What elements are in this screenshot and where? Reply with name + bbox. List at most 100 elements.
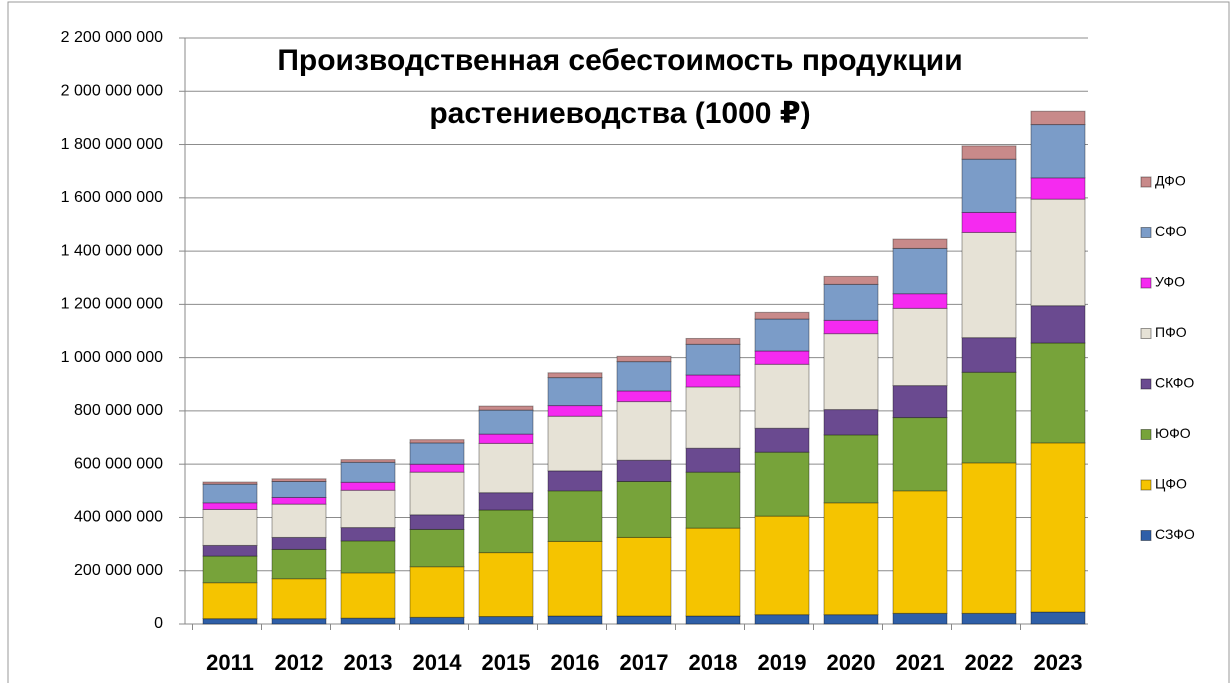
bar-segment xyxy=(409,439,465,444)
bar-segment xyxy=(754,451,810,517)
bar-segment xyxy=(547,615,603,625)
bar-segment xyxy=(754,311,810,320)
bar-segment xyxy=(616,390,672,403)
bar-segment xyxy=(340,481,396,491)
legend-label: СФО xyxy=(1155,223,1187,239)
bar-segment xyxy=(961,231,1017,339)
bar-segment xyxy=(892,612,948,625)
bar-segment xyxy=(547,415,603,472)
bar-segment xyxy=(409,514,465,530)
bar-segment xyxy=(961,462,1017,614)
bar-segment xyxy=(271,618,327,625)
bar-segment xyxy=(271,496,327,505)
bar-segment xyxy=(340,461,396,483)
bar-segment xyxy=(1030,124,1086,179)
legend-label: ЮФО xyxy=(1155,425,1191,441)
bar-segment xyxy=(202,502,258,510)
bar-segment xyxy=(1030,110,1086,126)
legend-label: ДФО xyxy=(1155,173,1186,189)
y-tick-label: 1 600 000 000 xyxy=(61,189,163,206)
bar-segment xyxy=(685,615,741,625)
bar-segment xyxy=(478,442,534,494)
bar-segment xyxy=(892,417,948,492)
bar-segment xyxy=(478,433,534,444)
legend-swatch xyxy=(1140,479,1152,491)
bar-segment xyxy=(202,483,258,504)
bar-segment xyxy=(478,552,534,618)
y-tick-label: 1 400 000 000 xyxy=(61,242,163,259)
bar-segment xyxy=(271,503,327,538)
legend-swatch xyxy=(1140,227,1152,238)
x-tick-label: 2019 xyxy=(758,650,807,675)
bar-segment xyxy=(685,527,741,617)
bar-segment xyxy=(1030,177,1086,200)
bar-segment xyxy=(340,617,396,625)
bar-segment xyxy=(271,478,327,482)
legend-swatch xyxy=(1140,328,1152,339)
bar-segment xyxy=(892,490,948,614)
x-tick-label: 2017 xyxy=(620,650,669,675)
legend-label: СКФО xyxy=(1155,375,1194,391)
bar-segment xyxy=(547,490,603,542)
bar-segment xyxy=(685,471,741,529)
bar-segment xyxy=(892,385,948,419)
legend-swatch xyxy=(1140,176,1152,188)
bar-segment xyxy=(892,238,948,249)
bar-segment xyxy=(823,409,879,436)
bar-segment xyxy=(892,293,948,309)
bar-segment xyxy=(685,374,741,388)
y-tick-label: 1 000 000 000 xyxy=(61,349,163,366)
bar-segment xyxy=(409,442,465,465)
legend-label: УФО xyxy=(1155,274,1185,290)
bar-segment xyxy=(823,333,879,411)
bar-segment xyxy=(547,405,603,417)
x-tick-label: 2015 xyxy=(482,650,531,675)
y-tick-label: 2 000 000 000 xyxy=(61,82,163,99)
legend-label: ПФО xyxy=(1155,324,1187,340)
bar-segment xyxy=(823,283,879,321)
bar-segment xyxy=(961,337,1017,373)
frame xyxy=(7,1,1230,683)
bar-segment xyxy=(409,471,465,516)
bar-segment xyxy=(754,614,810,625)
y-tick-label: 400 000 000 xyxy=(74,509,163,526)
legend-label: СЗФО xyxy=(1155,526,1195,542)
bar-segment xyxy=(892,247,948,295)
bar-segment xyxy=(409,566,465,618)
bar-segment xyxy=(547,377,603,407)
bar-segment xyxy=(1030,198,1086,307)
bar-segment xyxy=(754,318,810,352)
y-tick-label: 1 200 000 000 xyxy=(61,296,163,313)
bar-segment xyxy=(202,481,258,485)
bar-segment xyxy=(340,527,396,542)
bar-segment xyxy=(271,578,327,620)
bar-segment xyxy=(961,211,1017,233)
bar-segment xyxy=(685,343,741,376)
x-tick-label: 2023 xyxy=(1034,650,1083,675)
y-tick-label: 600 000 000 xyxy=(74,455,163,472)
chart-title: Производственная себестоимость продукции xyxy=(277,44,962,77)
bar-segment xyxy=(616,401,672,461)
bar-segment xyxy=(961,371,1017,464)
legend-swatch xyxy=(1140,277,1152,289)
bar-segment xyxy=(685,386,741,449)
bar-segment xyxy=(823,502,879,616)
bar-segment xyxy=(202,618,258,625)
bar-segment xyxy=(616,536,672,617)
bar-segment xyxy=(754,515,810,616)
x-tick-label: 2018 xyxy=(689,650,738,675)
bar-segment xyxy=(340,540,396,574)
bar-segment xyxy=(616,361,672,392)
y-tick-label: 0 xyxy=(154,615,163,632)
bar-segment xyxy=(754,363,810,429)
x-tick-label: 2013 xyxy=(344,650,393,675)
legend-swatch xyxy=(1140,530,1152,541)
x-tick-label: 2022 xyxy=(965,650,1014,675)
bar-segment xyxy=(271,536,327,550)
x-tick-label: 2016 xyxy=(551,650,600,675)
bar-segment xyxy=(202,582,258,620)
chart-title: растениеводства (1000 ₽) xyxy=(429,97,810,130)
bar-segment xyxy=(961,145,1017,160)
bar-segment xyxy=(409,463,465,473)
